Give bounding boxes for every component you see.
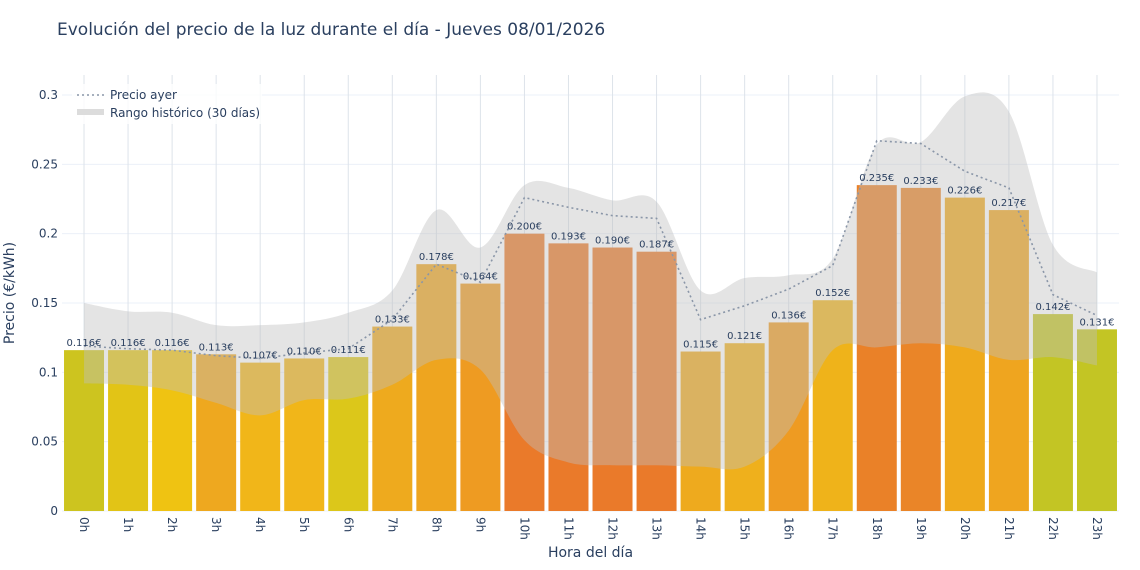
bar-19h <box>900 187 941 511</box>
bar-data-label: 0.111€ <box>331 345 366 356</box>
bar-data-label: 0.116€ <box>111 338 146 349</box>
x-tick-label: 1h <box>121 517 135 532</box>
x-tick-label: 19h <box>914 517 928 540</box>
bar-10h <box>504 233 545 511</box>
bar-data-label: 0.110€ <box>287 346 322 357</box>
y-tick-label: 0.05 <box>31 435 58 449</box>
x-tick-label: 18h <box>870 517 884 540</box>
bar-data-label: 0.131€ <box>1079 317 1114 328</box>
bar-data-label: 0.226€ <box>947 186 982 197</box>
x-tick-label: 6h <box>341 517 355 532</box>
bar-5h <box>284 358 325 511</box>
bar-2h <box>152 350 193 511</box>
bar-data-label: 0.164€ <box>463 272 498 283</box>
bar-data-label: 0.133€ <box>375 315 410 326</box>
x-tick-label: 16h <box>782 517 796 540</box>
bar-data-label: 0.115€ <box>683 340 718 351</box>
y-tick-label: 0.3 <box>39 88 58 102</box>
x-tick-label: 3h <box>209 517 223 532</box>
x-tick-label: 15h <box>738 517 752 540</box>
bar-21h <box>988 210 1029 511</box>
bar-15h <box>724 343 765 511</box>
bar-16h <box>768 322 809 511</box>
x-tick-label: 11h <box>561 517 575 540</box>
x-tick-label: 17h <box>826 517 840 540</box>
bar-11h <box>548 243 589 512</box>
bar-7h <box>372 326 413 511</box>
x-tick-label: 22h <box>1046 517 1060 540</box>
x-tick-label: 9h <box>473 517 487 532</box>
y-tick-label: 0 <box>50 504 58 518</box>
bar-data-label: 0.200€ <box>507 222 542 233</box>
historical-range-band <box>84 92 1097 470</box>
x-tick-label: 4h <box>253 517 267 532</box>
bar-data-label: 0.187€ <box>639 240 674 251</box>
x-tick-label: 10h <box>517 517 531 540</box>
bar-18h <box>856 185 897 512</box>
bar-8h <box>416 264 457 511</box>
bar-17h <box>812 300 853 511</box>
x-tick-label: 5h <box>297 517 311 532</box>
bar-0h <box>64 350 105 511</box>
bar-data-label: 0.116€ <box>67 338 102 349</box>
x-tick-label: 2h <box>165 517 179 532</box>
bar-data-label: 0.136€ <box>771 310 806 321</box>
x-tick-label: 12h <box>606 517 620 540</box>
bar-20h <box>944 197 985 511</box>
bar-data-label: 0.107€ <box>243 351 278 362</box>
bar-1h <box>108 350 149 511</box>
y-axis-title: Precio (€/kWh) <box>2 242 18 344</box>
legend-label-range: Rango histórico (30 días) <box>110 106 260 120</box>
x-tick-label: 21h <box>1002 517 1016 540</box>
x-tick-label: 23h <box>1090 517 1104 540</box>
x-tick-label: 20h <box>958 517 972 540</box>
bar-12h <box>592 247 633 512</box>
bar-14h <box>680 351 721 511</box>
bar-data-label: 0.233€ <box>903 176 938 187</box>
y-tick-label: 0.25 <box>31 157 58 171</box>
bar-data-label: 0.190€ <box>595 236 630 247</box>
bar-data-label: 0.113€ <box>199 342 234 353</box>
legend-label-yesterday: Precio ayer <box>110 88 177 102</box>
x-axis-title: Hora del día <box>548 545 633 561</box>
bar-3h <box>196 354 237 511</box>
bar-data-label: 0.116€ <box>155 338 190 349</box>
legend-band-icon <box>77 109 104 115</box>
x-tick-label: 14h <box>694 517 708 540</box>
bar-23h <box>1076 329 1117 511</box>
y-tick-label: 0.2 <box>39 227 58 241</box>
bar-data-label: 0.121€ <box>727 331 762 342</box>
bar-data-label: 0.178€ <box>419 252 454 263</box>
legend-background <box>72 84 262 124</box>
x-tick-label: 7h <box>385 517 399 532</box>
x-tick-label: 0h <box>77 517 91 532</box>
bar-4h <box>240 362 281 511</box>
x-tick-label: 8h <box>429 517 443 532</box>
bar-6h <box>328 357 369 511</box>
bar-data-label: 0.235€ <box>859 173 894 184</box>
bar-13h <box>636 251 677 511</box>
y-tick-label: 0.1 <box>39 365 58 379</box>
bar-data-label: 0.193€ <box>551 231 586 242</box>
x-tick-label: 13h <box>650 517 664 540</box>
y-tick-label: 0.15 <box>31 296 58 310</box>
bar-22h <box>1032 314 1073 511</box>
bar-data-label: 0.142€ <box>1035 302 1070 313</box>
chart-title: Evolución del precio de la luz durante e… <box>57 20 606 40</box>
bar-9h <box>460 283 501 511</box>
bar-data-label: 0.217€ <box>991 198 1026 209</box>
bar-data-label: 0.152€ <box>815 288 850 299</box>
